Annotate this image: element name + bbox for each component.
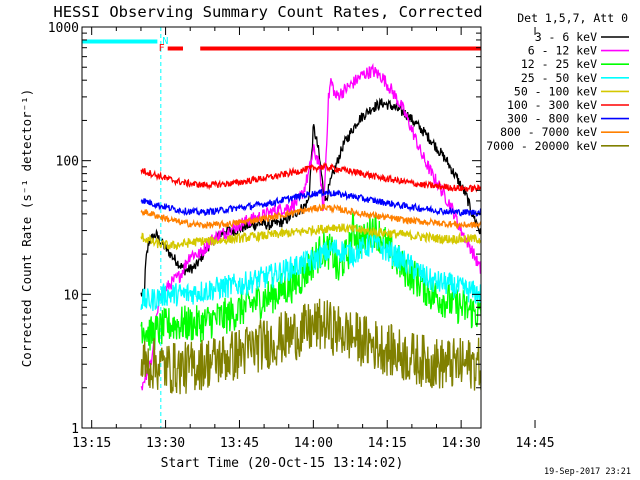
- series-line-8: [140, 298, 481, 395]
- x-tick-label: 14:15: [368, 436, 407, 451]
- x-tick-label: 13:30: [146, 436, 185, 451]
- y-tick-label: 100: [56, 155, 79, 170]
- flag-label-night: N: [162, 36, 168, 47]
- plot-frame: [81, 26, 482, 429]
- flag-label-flare: F: [159, 43, 165, 54]
- plot-inner: [82, 27, 481, 428]
- axes: 1 10 100 1000 13:15 13:30 13:45 14:00 14:15 14:30…: [48, 21, 555, 451]
- x-tick-label: 13:45: [220, 436, 259, 451]
- y-tick-label: 1: [71, 422, 79, 437]
- legend-label: 7000 - 20000 keV: [486, 139, 597, 153]
- series-line-6: [140, 188, 481, 218]
- chart-title: HESSI Observing Summary Count Rates, Cor…: [53, 3, 482, 21]
- x-tick-label: 13:15: [72, 436, 111, 451]
- footer-timestamp: 19-Sep-2017 23:21: [544, 467, 631, 477]
- series-line-3: [140, 233, 481, 312]
- x-tick-label: 14:30: [442, 436, 481, 451]
- legend-label: 3 - 6 keV: [535, 30, 597, 44]
- y-tick-label: 10: [63, 288, 79, 303]
- x-tick-label: 14:45: [515, 436, 554, 451]
- legend-label: 6 - 12 keV: [528, 44, 597, 58]
- x-tick-label: 14:00: [294, 436, 333, 451]
- y-tick-label: 1000: [48, 21, 79, 36]
- legend-label: 25 - 50 keV: [521, 71, 597, 85]
- legend-label: 100 - 300 keV: [507, 98, 597, 112]
- series-line-7: [140, 203, 481, 230]
- legend-label: 800 - 7000 keV: [500, 125, 597, 139]
- legend-label: 300 - 800 keV: [507, 112, 597, 126]
- plot-area: NF: [82, 27, 481, 428]
- y-axis-label: Corrected Count Rate (s⁻¹ detector⁻¹): [19, 89, 34, 367]
- series-line-1: [140, 62, 481, 391]
- series-line-5: [140, 161, 481, 193]
- series-line-4: [140, 223, 481, 251]
- legend-header: Det 1,5,7, Att 0: [517, 11, 628, 25]
- legend-label: 12 - 25 keV: [521, 57, 597, 71]
- x-axis-label: Start Time (20-Oct-15 13:14:02): [161, 456, 404, 471]
- legend-label: 50 - 100 keV: [514, 84, 597, 98]
